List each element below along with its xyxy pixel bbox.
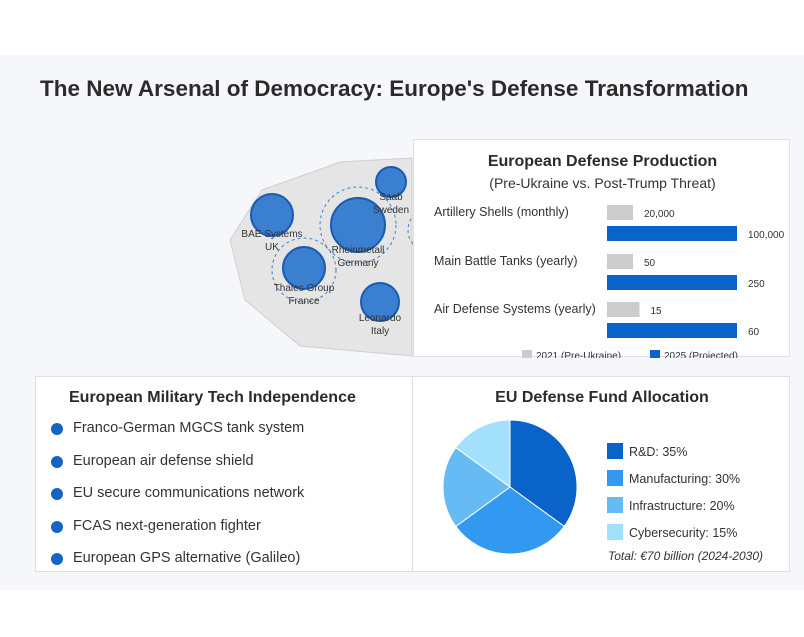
- company-country: France: [288, 296, 320, 307]
- bullet-icon: [51, 520, 63, 533]
- list-item: EU secure communications network: [51, 485, 304, 518]
- legend-label: Cybersecurity: 15%: [629, 526, 737, 540]
- legend-swatch: [607, 470, 623, 486]
- data-label: 20,000: [644, 209, 675, 220]
- pie-slice: [442, 446, 511, 528]
- legend-swatch: [607, 497, 623, 513]
- bullet-icon: [51, 553, 63, 565]
- legend-label: Infrastructure: 20%: [629, 499, 735, 513]
- company-country: Germany: [337, 258, 378, 269]
- legend-swatch: [522, 350, 532, 358]
- legend-label: Manufacturing: 30%: [629, 472, 740, 486]
- fund-title: EU Defense Fund Allocation: [495, 389, 709, 406]
- category-label: Main Battle Tanks (yearly): [434, 254, 578, 268]
- page-title: The New Arsenal of Democracy: Europe's D…: [40, 76, 749, 101]
- legend-swatch: [607, 443, 623, 459]
- production-subtitle: (Pre-Ukraine vs. Post-Trump Threat): [489, 175, 716, 191]
- legend-label: 2025 (Projected): [664, 351, 738, 358]
- list-item-label: FCAS next-generation fighter: [73, 517, 261, 534]
- legend-label: R&D: 35%: [629, 445, 687, 459]
- bubble-bae-systems[interactable]: [250, 193, 294, 237]
- bar: [607, 323, 737, 338]
- data-label: 100,000: [748, 230, 785, 241]
- pie-slice: [455, 419, 511, 488]
- list-item: FCAS next-generation fighter: [51, 518, 304, 551]
- list-item-label: EU secure communications network: [73, 485, 305, 501]
- influence-ring: [319, 186, 397, 264]
- company-country: Italy: [371, 326, 389, 337]
- legend-swatch: [650, 350, 660, 358]
- bullet-icon: [51, 455, 63, 468]
- tech-panel: European Military Tech Independence Fran…: [35, 376, 413, 572]
- legend-swatch: [607, 524, 623, 540]
- bullet-icon: [51, 488, 63, 500]
- fund-total-note: Total: €70 billion (2024-2030): [608, 549, 763, 563]
- bubble-thales-group[interactable]: [282, 246, 326, 290]
- bar: [607, 302, 640, 317]
- category-label: Air Defense Systems (yearly): [434, 302, 596, 316]
- tech-list: Franco-German MGCS tank system European …: [51, 420, 304, 583]
- company-country: UK: [265, 242, 279, 253]
- bubble-rheinmetall[interactable]: [330, 197, 386, 253]
- company-country: Sweden: [373, 205, 409, 216]
- company-name: Saab: [379, 192, 403, 203]
- category-label: Artillery Shells (monthly): [434, 205, 569, 219]
- fund-pie-chart: R&D: 35% Manufacturing: 30% Infrastructure…: [442, 419, 740, 555]
- bubble-leonardo[interactable]: [360, 282, 400, 322]
- production-title: European Defense Production: [487, 153, 718, 170]
- list-item-label: European air defense shield: [73, 452, 254, 469]
- list-item: Franco-German MGCS tank system: [51, 420, 304, 453]
- list-item-label: European GPS alternative (Galileo): [73, 550, 301, 566]
- company-name: Rheinmetall: [332, 245, 385, 256]
- data-label: 250: [748, 279, 765, 290]
- data-label: 50: [644, 258, 656, 269]
- bar: [607, 275, 737, 290]
- data-label: 15: [651, 306, 663, 317]
- data-label: 60: [748, 327, 760, 338]
- pie-slice: [509, 419, 578, 528]
- list-item: European air defense shield: [51, 453, 304, 486]
- company-name: Thales Group: [274, 283, 335, 294]
- bar: [607, 226, 737, 241]
- company-name: Leonardo: [359, 313, 402, 324]
- company-name: BAE Systems: [241, 229, 302, 240]
- tech-title: European Military Tech Independence: [69, 389, 356, 406]
- bar: [607, 205, 633, 220]
- production-panel: European Defense Production (Pre-Ukraine…: [413, 139, 790, 358]
- bar: [607, 254, 633, 269]
- production-bar-chart: Artillery Shells (monthly) 20,000 100,000 M…: [434, 205, 785, 358]
- pie-slice: [455, 486, 565, 555]
- legend-label: 2021 (Pre-Ukraine): [536, 351, 621, 358]
- bullet-icon: [51, 423, 63, 435]
- fund-panel: EU Defense Fund Allocation R&D: 35% Manuf…: [412, 376, 790, 572]
- list-item: European GPS alternative (Galileo): [51, 550, 304, 583]
- list-item-label: Franco-German MGCS tank system: [73, 420, 305, 436]
- bubble-saab[interactable]: [375, 166, 407, 198]
- influence-ring: [271, 237, 337, 303]
